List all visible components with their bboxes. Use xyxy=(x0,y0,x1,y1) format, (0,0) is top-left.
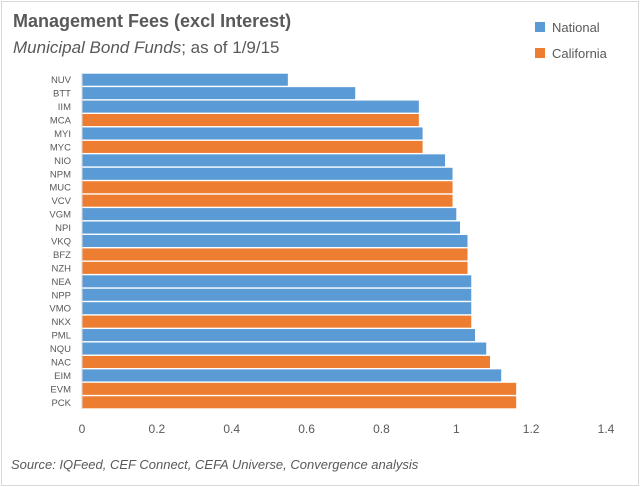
y-tick-label-nio: NIO xyxy=(54,156,71,167)
legend-swatch-national xyxy=(535,22,545,32)
legend-item-california: California xyxy=(535,40,607,66)
bar-pml xyxy=(82,329,475,342)
legend-label-national: National xyxy=(552,19,600,35)
y-tick-label-nac: NAC xyxy=(51,357,71,368)
bar-nqu xyxy=(82,342,487,355)
bar-nuv xyxy=(82,73,288,86)
legend-item-national: National xyxy=(535,14,607,40)
chart-legend: National California xyxy=(535,14,607,66)
x-tick-label: 0.6 xyxy=(298,422,315,436)
y-tick-label-nkx: NKX xyxy=(51,317,71,328)
y-tick-label-btt: BTT xyxy=(53,89,71,100)
y-tick-label-nuv: NUV xyxy=(51,75,72,86)
y-tick-label-vcv: VCV xyxy=(51,196,71,207)
y-tick-label-muc: MUC xyxy=(49,183,71,194)
bar-nea xyxy=(82,275,472,288)
bar-vcv xyxy=(82,194,453,207)
bar-nio xyxy=(82,154,446,167)
bar-mca xyxy=(82,114,419,127)
x-tick-label: 0.4 xyxy=(223,422,240,436)
y-tick-label-npm: NPM xyxy=(50,169,71,180)
y-tick-label-eim: EIM xyxy=(54,371,71,382)
bar-npm xyxy=(82,167,453,180)
bar-iim xyxy=(82,100,419,113)
y-tick-label-bfz: BFZ xyxy=(53,250,71,261)
y-tick-label-evm: EVM xyxy=(50,384,71,395)
chart-title: Management Fees (excl Interest) xyxy=(13,11,292,31)
legend-swatch-california xyxy=(535,48,545,58)
bar-btt xyxy=(82,87,356,100)
bar-npi xyxy=(82,221,461,234)
bar-npp xyxy=(82,288,472,301)
x-tick-label: 0.2 xyxy=(149,422,166,436)
y-tick-label-pml: PML xyxy=(51,331,71,342)
y-tick-label-iim: IIM xyxy=(58,102,71,113)
bar-eim xyxy=(82,369,502,382)
y-tick-label-vkq: VKQ xyxy=(51,237,71,248)
bar-vkq xyxy=(82,234,468,248)
bar-muc xyxy=(82,181,453,194)
x-tick-label: 1.4 xyxy=(598,422,615,436)
x-tick-label: 1 xyxy=(453,422,460,436)
bar-nkx xyxy=(82,315,472,328)
x-tick-label: 1.2 xyxy=(523,422,540,436)
bar-nac xyxy=(82,355,490,368)
y-tick-label-myc: MYC xyxy=(50,142,71,153)
y-tick-label-npi: NPI xyxy=(55,223,71,234)
bar-myi xyxy=(82,127,423,140)
chart-subtitle: Municipal Bond Funds; as of 1/9/15 xyxy=(13,38,280,58)
x-tick-label: 0 xyxy=(79,422,86,436)
y-tick-label-pck: PCK xyxy=(51,398,71,409)
bar-vgm xyxy=(82,208,457,221)
y-tick-label-myi: MYI xyxy=(54,129,71,140)
subtitle-fund-type: Municipal Bond Funds xyxy=(13,38,182,57)
y-tick-label-mca: MCA xyxy=(50,116,72,127)
bar-vmo xyxy=(82,302,472,315)
subtitle-date: ; as of 1/9/15 xyxy=(181,38,280,57)
y-tick-label-nqu: NQU xyxy=(50,344,71,355)
bar-bfz xyxy=(82,248,468,261)
bar-pck xyxy=(82,396,517,409)
y-tick-label-nzh: NZH xyxy=(51,263,71,274)
y-tick-label-nea: NEA xyxy=(51,277,71,288)
x-tick-label: 0.8 xyxy=(373,422,390,436)
y-tick-label-vgm: VGM xyxy=(49,210,71,221)
bar-nzh xyxy=(82,261,468,274)
bar-myc xyxy=(82,140,423,153)
bar-evm xyxy=(82,382,517,395)
y-tick-label-npp: NPP xyxy=(51,290,71,301)
y-tick-label-vmo: VMO xyxy=(49,304,71,315)
source-note: Source: IQFeed, CEF Connect, CEFA Univer… xyxy=(11,457,419,472)
legend-label-california: California xyxy=(552,45,607,61)
